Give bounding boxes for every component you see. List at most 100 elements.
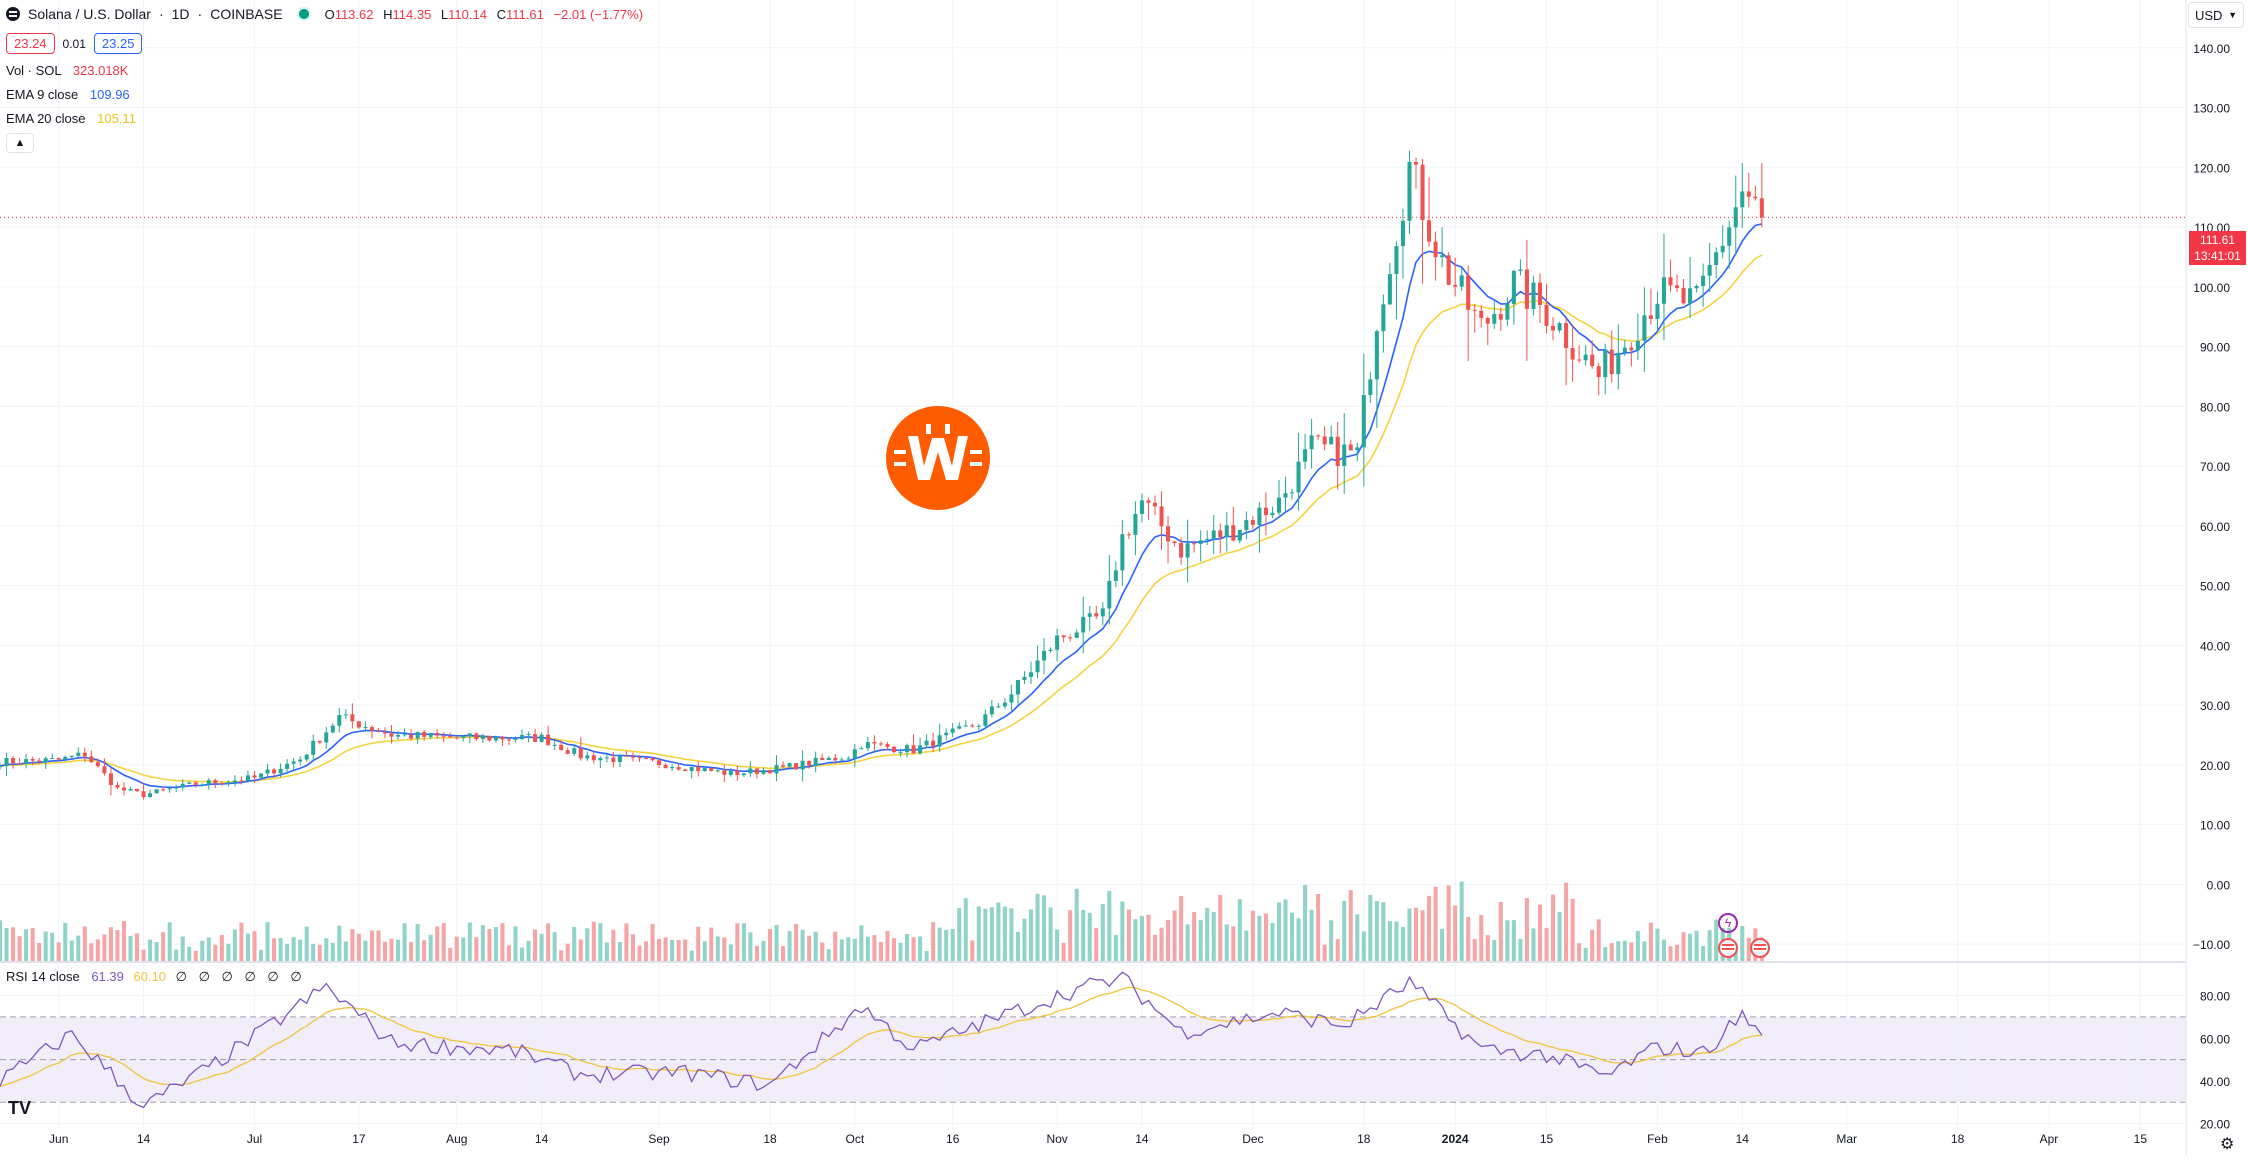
- volume-bar: [643, 941, 649, 962]
- candle-body: [252, 775, 257, 778]
- candle-body: [1400, 220, 1405, 247]
- candle-body: [1518, 269, 1523, 271]
- ema9-legend[interactable]: EMA 9 close 109.96: [6, 87, 130, 102]
- volume-bar: [187, 946, 192, 962]
- sell-button[interactable]: 23.24: [6, 33, 55, 54]
- ema20-legend[interactable]: EMA 20 close 105.11: [6, 111, 136, 126]
- volume-legend[interactable]: Vol · SOL 323.018K: [6, 63, 128, 78]
- candle-body: [17, 763, 22, 765]
- volume-bar: [781, 945, 786, 962]
- candle-body: [774, 765, 779, 774]
- symbol-legend[interactable]: Solana / U.S. Dollar · 1D · COINBASE O11…: [6, 6, 643, 22]
- volume-bar: [239, 922, 244, 962]
- candle-body: [1205, 539, 1210, 541]
- volume-bar: [657, 938, 662, 962]
- volume-bar: [1224, 924, 1229, 962]
- rsi-empty-values: ∅ ∅ ∅ ∅ ∅ ∅: [175, 969, 306, 984]
- gear-icon[interactable]: ⚙: [2220, 1136, 2235, 1153]
- volume-bar: [1263, 913, 1268, 962]
- candle-body: [970, 725, 975, 727]
- volume-bar: [983, 908, 988, 962]
- volume-bar: [807, 935, 812, 962]
- candle-body: [657, 760, 662, 765]
- volume-bar: [970, 940, 975, 962]
- collapse-legend-button[interactable]: ▲: [6, 133, 34, 153]
- candle-body: [1433, 241, 1438, 258]
- volume-bar: [1616, 941, 1621, 962]
- candle-body: [1009, 694, 1014, 703]
- time-axis-label: Jun: [49, 1132, 68, 1146]
- us-flag-event-icon-2[interactable]: [1750, 938, 1770, 958]
- candle-body: [1068, 637, 1073, 639]
- volume-bar: [17, 936, 22, 962]
- volume-bar: [1309, 909, 1314, 962]
- candle-body: [1570, 348, 1575, 360]
- candle-body: [1316, 435, 1321, 437]
- volume-bar: [1205, 907, 1210, 962]
- candle-body: [1048, 649, 1053, 651]
- time-axis-label: Sep: [648, 1132, 670, 1146]
- candle-body: [950, 728, 955, 733]
- candle-body: [781, 765, 786, 767]
- volume-bar: [0, 920, 3, 962]
- candle-body: [689, 766, 694, 772]
- volume-bar: [767, 928, 773, 962]
- exchange: COINBASE: [210, 6, 283, 22]
- volume-bar: [317, 944, 322, 962]
- volume-bar: [989, 907, 994, 962]
- candle-body: [826, 757, 831, 761]
- candle-body: [454, 737, 459, 739]
- volume-bar: [1479, 915, 1484, 962]
- candle-body: [245, 775, 250, 781]
- candle-body: [1583, 354, 1588, 361]
- lightning-event-icon[interactable]: ϟ: [1718, 913, 1738, 933]
- candle-body: [820, 757, 825, 761]
- time-axis-label: Oct: [845, 1132, 864, 1146]
- volume-bar: [56, 942, 61, 962]
- price-axis-label: 120.00: [2193, 161, 2230, 175]
- volume-bar: [1688, 933, 1693, 962]
- candle-body: [983, 714, 988, 726]
- volume-bar: [552, 932, 557, 962]
- volume-bar: [428, 934, 433, 962]
- open-value: 113.62: [334, 6, 374, 22]
- change-value: −2.01 (−1.77%): [553, 6, 644, 22]
- volume-bar: [311, 943, 316, 962]
- candle-body: [272, 769, 277, 774]
- ema20-line: [0, 254, 1763, 783]
- interval[interactable]: 1D: [171, 6, 190, 22]
- volume-bar: [585, 928, 590, 962]
- rsi-axis: 80.00 60.00 40.00 20.00: [2200, 990, 2230, 1132]
- volume-bar: [800, 929, 805, 962]
- tradingview-logo[interactable]: TV: [8, 1098, 32, 1118]
- candle-body: [1642, 315, 1647, 341]
- volume-bar: [82, 926, 87, 962]
- volume-bar: [4, 928, 9, 962]
- chevron-down-icon: ▼: [2228, 10, 2237, 20]
- us-flag-event-icon[interactable]: [1718, 938, 1738, 958]
- candle-body: [1237, 530, 1242, 541]
- market-status-icon[interactable]: [298, 9, 309, 19]
- buy-button[interactable]: 23.25: [93, 33, 143, 54]
- candle-body: [1185, 543, 1190, 558]
- volume-bar: [1674, 944, 1680, 962]
- symbol-name[interactable]: Solana / U.S. Dollar: [28, 6, 151, 22]
- volume-bar: [591, 921, 596, 962]
- volume-bar: [1583, 947, 1588, 962]
- volume-bar: [174, 949, 179, 962]
- candle-body: [1309, 435, 1314, 450]
- volume-bar: [1361, 931, 1366, 962]
- currency-selector[interactable]: USD ▼: [2188, 2, 2244, 28]
- rsi-legend[interactable]: RSI 14 close 61.39 60.10 ∅ ∅ ∅ ∅ ∅ ∅: [6, 969, 306, 985]
- volume-bar: [1603, 947, 1608, 962]
- candle-body: [148, 793, 153, 798]
- candle-body: [43, 758, 48, 763]
- candle-body: [578, 748, 583, 759]
- candle-body: [813, 757, 818, 766]
- volume-bar: [272, 938, 277, 962]
- volume-bar: [30, 928, 35, 962]
- volume-bar: [1355, 914, 1360, 962]
- volume-bar: [1590, 930, 1595, 962]
